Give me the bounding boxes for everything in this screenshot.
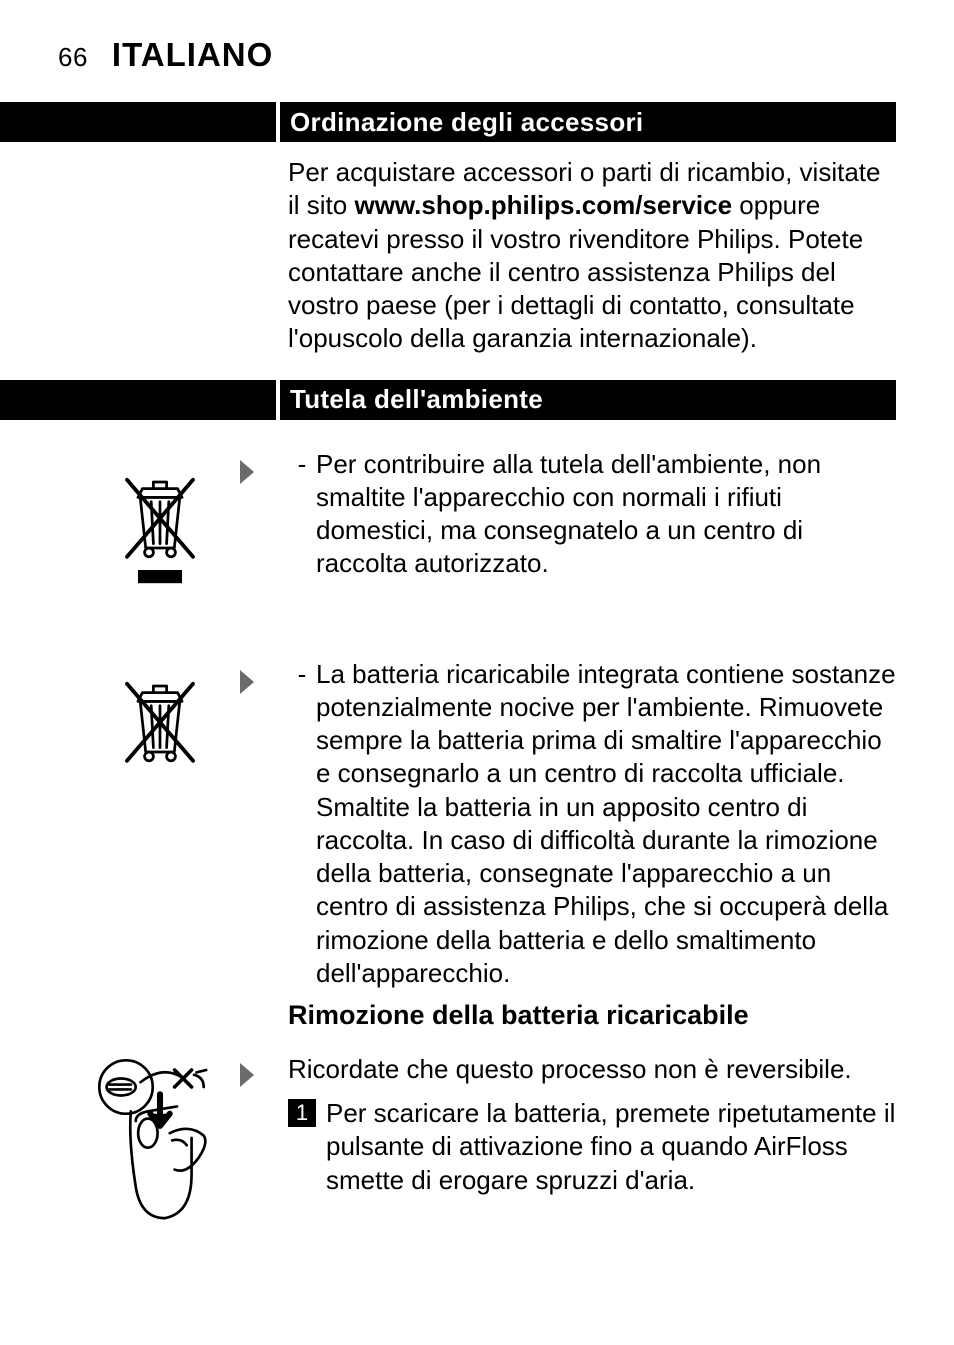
page-number: 66 <box>58 42 88 73</box>
bar-right-block-2: Tutela dell'ambiente <box>280 380 896 420</box>
env-row-2: - La batteria ricaricabile integrata con… <box>0 658 954 991</box>
bar-left-block-2 <box>0 380 280 420</box>
env-item2-text: La batteria ricaricabile integrata conti… <box>316 658 896 991</box>
bullet-dash-2: - <box>288 658 316 991</box>
illus-col-3 <box>0 1053 248 1223</box>
page-header: 66 ITALIANO <box>0 36 954 74</box>
section-title-environment: Tutela dell'ambiente <box>290 384 543 415</box>
section-bar-environment: Tutela dell'ambiente <box>0 380 954 420</box>
airfloss-drain-icon <box>80 1053 240 1223</box>
callout-triangle <box>240 460 254 484</box>
bar-right-block: Ordinazione degli accessori <box>280 102 896 142</box>
language-title: ITALIANO <box>112 36 273 74</box>
env-text-2: - La batteria ricaricabile integrata con… <box>248 658 954 991</box>
step-text: Per scaricare la batteria, premete ripet… <box>326 1097 896 1198</box>
battery-note: Ricordate che questo processo non è reve… <box>288 1053 896 1086</box>
weee-bin-icon <box>80 658 240 788</box>
manual-page: 66 ITALIANO Ordinazione degli accessori … <box>0 0 954 1345</box>
callout-triangle-2 <box>240 670 254 694</box>
illus-col-2 <box>0 658 248 991</box>
env-bullet-2: - La batteria ricaricabile integrata con… <box>288 658 896 991</box>
accessories-content: Per acquistare accessori o parti di rica… <box>0 156 954 356</box>
bullet-dash: - <box>288 448 316 581</box>
illus-col-1 <box>0 448 248 608</box>
env-bullet-1: - Per contribuire alla tutela dell'ambie… <box>288 448 896 581</box>
env-row-1: - Per contribuire alla tutela dell'ambie… <box>0 448 954 608</box>
weee-bin-with-bar-icon <box>80 448 240 608</box>
env-text-1: - Per contribuire alla tutela dell'ambie… <box>248 448 954 608</box>
battery-text: Ricordate che questo processo non è reve… <box>248 1053 954 1223</box>
illus-col-empty <box>0 156 248 356</box>
battery-step-1: 1 Per scaricare la batteria, premete rip… <box>288 1097 896 1198</box>
section-bar-accessories: Ordinazione degli accessori <box>0 102 954 142</box>
accessories-text: Per acquistare accessori o parti di rica… <box>248 156 954 356</box>
accessories-para-bold: www.shop.philips.com/service <box>354 190 732 220</box>
env-item1-text: Per contribuire alla tutela dell'ambient… <box>316 448 896 581</box>
step-number-box: 1 <box>288 1099 316 1127</box>
callout-triangle-3 <box>240 1063 254 1087</box>
section-title-accessories: Ordinazione degli accessori <box>290 107 643 138</box>
bar-left-block <box>0 102 280 142</box>
battery-row: Ricordate che questo processo non è reve… <box>0 1053 954 1223</box>
battery-sub-heading: Rimozione della batteria ricaricabile <box>0 1000 954 1031</box>
